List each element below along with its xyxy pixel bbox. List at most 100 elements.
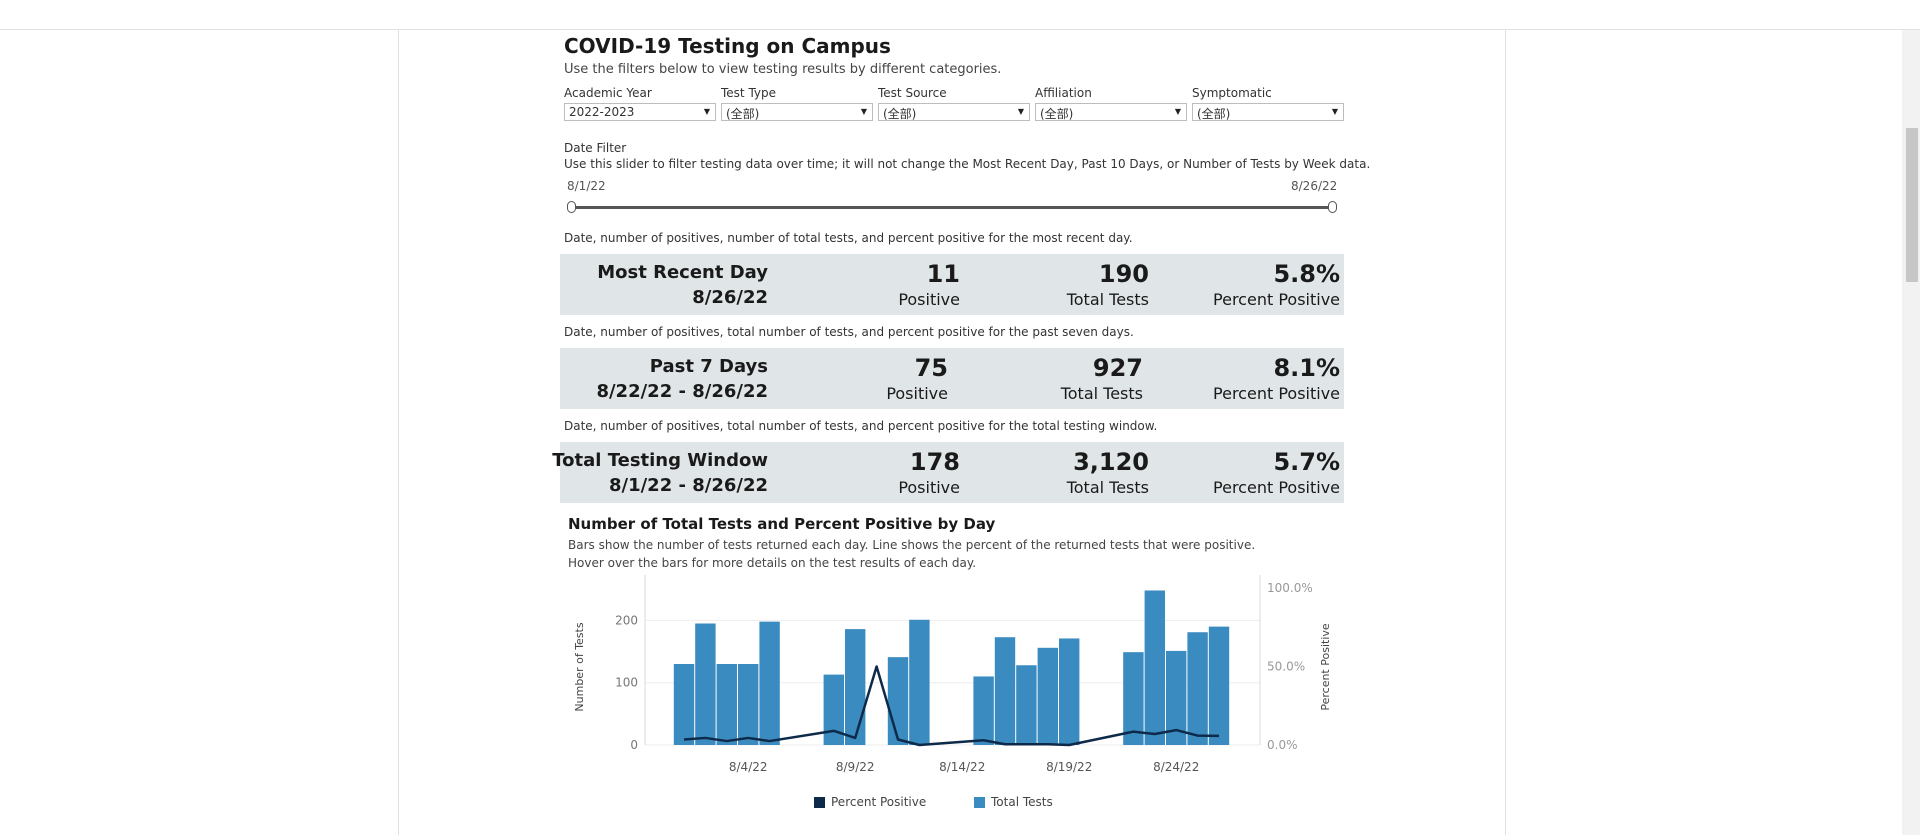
x-tick-label: 8/14/22 [939,760,985,774]
y-right-axis-title: Percent Positive [1319,623,1332,711]
browser-top-bar [0,0,1920,30]
bar-total-tests [695,623,716,745]
filter-affiliation: Affiliation (全部) ▼ [1035,86,1187,121]
dropdown-arrow-icon: ▼ [1331,107,1338,116]
stat-percent-value: 5.7% [1273,448,1340,476]
slider-end-date: 8/26/22 [1291,179,1338,193]
stat-total-tests-label: Total Tests [1066,478,1149,497]
stat-positive-label: Positive [898,290,960,309]
bar-total-tests [1059,638,1080,745]
section-description: Date, number of positives, number of tot… [564,231,1133,245]
stat-total-tests-value: 3,120 [1073,448,1149,476]
bar-total-tests [738,664,759,745]
date-slider-track[interactable] [570,206,1333,209]
stat-percent-label: Percent Positive [1213,384,1340,403]
stat-box-most-recent-day: Most Recent Day 8/26/22 11 Positive 190 … [560,254,1344,315]
x-tick-label: 8/4/22 [729,760,768,774]
stat-percent-label: Percent Positive [1213,478,1340,497]
bar-total-tests [1187,632,1208,745]
legend-swatch-percent-positive [814,796,825,808]
legend-total-tests[interactable]: Total Tests [974,795,1053,809]
dropdown-arrow-icon: ▼ [1174,107,1181,116]
section-description: Date, number of positives, total number … [564,325,1134,339]
bar-total-tests [973,676,994,745]
filter-value: 2022-2023 [569,105,635,119]
y-left-tick-label: 100 [615,676,638,690]
stat-heading: Most Recent Day [597,262,768,283]
filter-value: (全部) [1197,107,1231,121]
y-right-tick-label: 0.0% [1267,738,1298,752]
stat-total-tests-label: Total Tests [1060,384,1143,403]
stat-total-tests-value: 927 [1092,354,1143,382]
y-left-tick-label: 200 [615,613,638,627]
stat-positive-label: Positive [898,478,960,497]
date-filter-label: Date Filter [564,141,627,155]
filter-test-source: Test Source (全部) ▼ [878,86,1030,121]
x-tick-label: 8/9/22 [836,760,875,774]
date-filter-description: Use this slider to filter testing data o… [564,157,1371,171]
filter-value: (全部) [726,107,760,121]
stat-date-range: 8/26/22 [692,287,768,308]
date-slider-end-handle[interactable] [1328,201,1337,213]
test-source-select[interactable]: (全部) ▼ [878,103,1030,121]
dashboard-left-border [398,30,399,835]
bar-total-tests [1016,665,1037,745]
bar-total-tests [1208,626,1230,745]
x-tick-label: 8/19/22 [1046,760,1092,774]
bar-total-tests [1144,590,1165,745]
bar-total-tests [673,664,695,745]
dropdown-arrow-icon: ▼ [703,107,710,116]
bar-total-tests [716,664,737,745]
stat-box-total-testing-window: Total Testing Window 8/1/22 - 8/26/22 17… [552,442,1344,503]
chart-title: Number of Total Tests and Percent Positi… [568,515,996,533]
date-slider-start-handle[interactable] [567,201,576,213]
stat-box-past-7-days: Past 7 Days 8/22/22 - 8/26/22 75 Positiv… [560,348,1344,409]
y-left-axis-title: Number of Tests [573,622,586,711]
filter-label: Affiliation [1035,86,1092,100]
bar-total-tests [994,637,1016,745]
dashboard-right-border [1505,30,1506,835]
y-right-tick-label: 50.0% [1267,660,1305,674]
academic-year-select[interactable]: 2022-2023 ▼ [564,103,716,121]
affiliation-select[interactable]: (全部) ▼ [1035,103,1187,121]
x-tick-label: 8/24/22 [1153,760,1199,774]
page-title: COVID-19 Testing on Campus [564,34,891,58]
chart-description-line2: Hover over the bars for more details on … [568,556,977,570]
scrollbar-thumb[interactable] [1906,128,1918,282]
bar-total-tests [909,619,930,745]
stat-total-tests-value: 190 [1098,260,1149,288]
bar-total-tests [1123,652,1144,745]
chart-description-line1: Bars show the number of tests returned e… [568,538,1256,552]
bar-total-tests [845,629,866,745]
legend-swatch-total-tests [974,796,985,808]
filter-label: Test Type [721,86,777,100]
legend-label: Percent Positive [831,795,927,809]
y-right-tick-label: 100.0% [1267,581,1313,595]
stat-positive-value: 75 [914,354,948,382]
stat-positive-value: 178 [909,448,960,476]
line-percent-positive [683,665,1220,747]
legend-label: Total Tests [991,795,1053,809]
stat-positive-label: Positive [886,384,948,403]
test-type-select[interactable]: (全部) ▼ [721,103,873,121]
y-left-tick-label: 0 [630,738,638,752]
filter-symptomatic: Symptomatic (全部) ▼ [1192,86,1344,121]
filter-label: Test Source [878,86,947,100]
bar-total-tests [887,657,909,745]
bar-total-tests [823,674,844,745]
symptomatic-select[interactable]: (全部) ▼ [1192,103,1344,121]
filter-test-type: Test Type (全部) ▼ [721,86,873,121]
stat-percent-value: 8.1% [1273,354,1340,382]
page-subtitle: Use the filters below to view testing re… [564,62,1002,77]
slider-start-date: 8/1/22 [567,179,606,193]
filter-value: (全部) [883,107,917,121]
stat-percent-label: Percent Positive [1213,290,1340,309]
dropdown-arrow-icon: ▼ [1017,107,1024,116]
stat-heading: Past 7 Days [649,356,768,377]
filter-value: (全部) [1040,107,1074,121]
legend-percent-positive[interactable]: Percent Positive [814,795,926,809]
bar-total-tests [1037,647,1058,745]
stat-date-range: 8/22/22 - 8/26/22 [596,381,768,402]
filter-label: Symptomatic [1192,86,1272,100]
tests-and-percent-chart: 0 100 200 0.0% 50.0% 100.0% 8/4/22 8/9/22 8/14/2… [573,575,1332,774]
